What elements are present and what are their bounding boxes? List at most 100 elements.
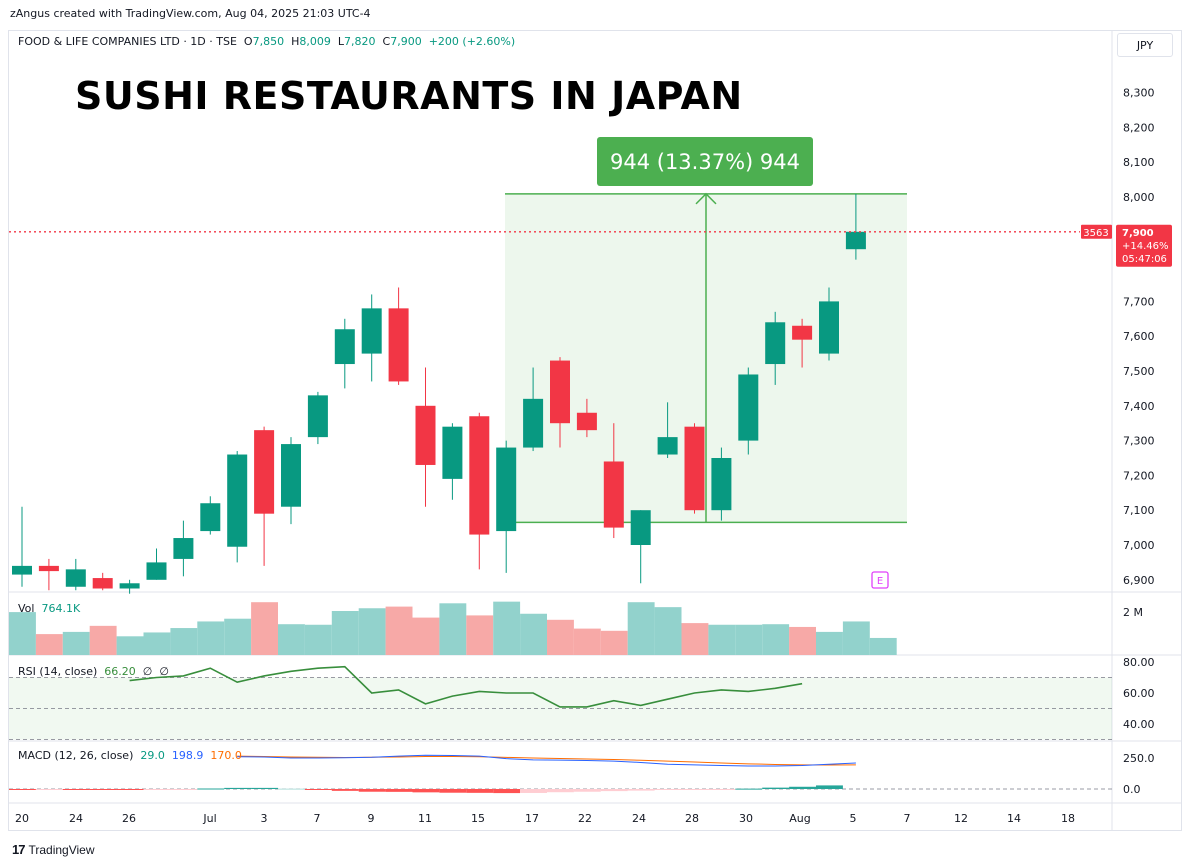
- volume-bar: [439, 603, 467, 655]
- date-tick-label: 5: [850, 812, 857, 825]
- macd-histogram-bar: [197, 788, 225, 790]
- rsi-legend[interactable]: RSI (14, close) 66.20 ∅ ∅: [18, 665, 169, 678]
- volume-bar: [197, 621, 225, 655]
- macd-histogram-bar: [170, 789, 198, 790]
- volume-legend[interactable]: Vol 764.1K: [18, 602, 80, 615]
- volume-bar: [466, 615, 494, 655]
- price-badge-time: 05:47:06: [1122, 254, 1167, 265]
- price-tick-label: 8,200: [1123, 121, 1155, 134]
- date-tick-label: 3: [261, 812, 268, 825]
- date-tick-label: 22: [578, 812, 592, 825]
- candle-body: [657, 437, 678, 455]
- brand-footer: 17 TradingView: [12, 842, 95, 857]
- candle-body: [92, 578, 113, 589]
- macd-histogram-bar: [627, 789, 655, 791]
- date-tick-label: 7: [904, 812, 911, 825]
- macd-value-2: 198.9: [171, 749, 204, 762]
- volume-bar: [681, 623, 709, 655]
- candle-body: [711, 458, 732, 511]
- close-value: 7,900: [390, 35, 422, 48]
- rsi-extra-1: ∅: [142, 665, 153, 678]
- rsi-extra-2: ∅: [159, 665, 169, 678]
- volume-bar: [735, 624, 763, 655]
- volume-bar: [547, 619, 574, 655]
- price-tick-label: 7,500: [1123, 365, 1155, 378]
- brand-label: TradingView: [28, 842, 95, 857]
- date-tick-label: 26: [122, 812, 136, 825]
- volume-bar: [816, 631, 843, 655]
- macd-legend[interactable]: MACD (12, 26, close) 29.0 198.9 170.0: [18, 749, 242, 762]
- open-label: O: [243, 35, 253, 48]
- symbol-name: FOOD & LIFE COMPANIES LTD · 1D · TSE: [18, 35, 237, 48]
- volume-bar: [278, 624, 305, 655]
- macd-histogram-bar: [385, 789, 413, 792]
- rsi-tick-label: 80.00: [1123, 656, 1155, 669]
- close-label: C: [382, 35, 391, 48]
- candle-body: [765, 322, 786, 365]
- volume-bar: [520, 613, 547, 655]
- macd-group: [9, 754, 1112, 794]
- volume-bar: [869, 637, 897, 655]
- date-tick-label: 7: [314, 812, 321, 825]
- candle-body: [819, 301, 839, 354]
- price-badge-bg: [1116, 224, 1172, 267]
- volume-bar: [224, 618, 252, 655]
- price-tick-label: 7,400: [1123, 400, 1155, 413]
- date-tick-label: 28: [685, 812, 699, 825]
- macd-histogram-bar: [520, 789, 547, 793]
- macd-histogram-bar: [493, 789, 521, 794]
- macd-histogram-bar: [224, 787, 252, 789]
- volume-bar: [35, 634, 63, 655]
- volume-value: 764.1K: [41, 602, 81, 615]
- macd-histogram-bar: [573, 789, 601, 792]
- candle-body: [576, 412, 597, 431]
- low-label: L: [337, 35, 345, 48]
- currency-button[interactable]: JPY: [1117, 33, 1173, 57]
- candle-body: [254, 430, 275, 514]
- candle-body: [603, 461, 624, 528]
- candle-body: [469, 416, 490, 535]
- credit-line: zAngus created with TradingView.com, Aug…: [10, 7, 371, 20]
- price-tick-label: 6,900: [1123, 574, 1155, 587]
- price-tick-label: 7,700: [1123, 295, 1155, 308]
- price-tick-label: 7,100: [1123, 504, 1155, 517]
- chart-frame[interactable]: [8, 30, 1182, 831]
- date-tick-label: Jul: [202, 812, 216, 825]
- measure-label-bg: [597, 137, 813, 186]
- volume-bar: [412, 617, 440, 655]
- price-tick-label: 8,000: [1123, 191, 1155, 204]
- symbol-legend[interactable]: FOOD & LIFE COMPANIES LTD · 1D · TSE O 7,…: [18, 35, 515, 48]
- macd-histogram-bar: [251, 787, 278, 789]
- volume-bar: [116, 636, 144, 655]
- volume-bar: [251, 602, 278, 655]
- macd-histogram-bar: [89, 789, 117, 790]
- volume-bar: [304, 624, 332, 655]
- macd-histogram-bar: [762, 787, 790, 789]
- date-tick-label: 18: [1061, 812, 1075, 825]
- volume-bar: [789, 626, 816, 655]
- measure-arrow-head: [695, 192, 717, 205]
- macd-histogram-bar: [9, 789, 36, 790]
- volume-bar: [89, 625, 117, 655]
- candle-body: [684, 426, 705, 511]
- volume-group: [9, 601, 897, 655]
- candle-body: [173, 538, 194, 559]
- macd-value-3: 170.0: [210, 749, 242, 762]
- macd-histogram-bar: [35, 789, 63, 790]
- candle-body: [496, 447, 517, 532]
- candle-body: [38, 565, 59, 572]
- macd-histogram-bar: [708, 789, 736, 790]
- volume-bar: [708, 624, 736, 655]
- axes-group: 6,900 7,000 7,100 7,200 7,300 7,400 7,500 7,600…: [15, 87, 1155, 825]
- volume-bar: [842, 621, 870, 655]
- date-tick-label: Aug: [789, 812, 810, 825]
- date-tick-label: 14: [1007, 812, 1021, 825]
- volume-bar: [385, 606, 413, 655]
- candle-body: [65, 569, 86, 587]
- volume-bar: [627, 602, 655, 655]
- volume-bar: [358, 608, 386, 655]
- volume-label: Vol: [18, 602, 35, 615]
- rsi-line: [129, 665, 803, 708]
- candle-body: [146, 562, 167, 580]
